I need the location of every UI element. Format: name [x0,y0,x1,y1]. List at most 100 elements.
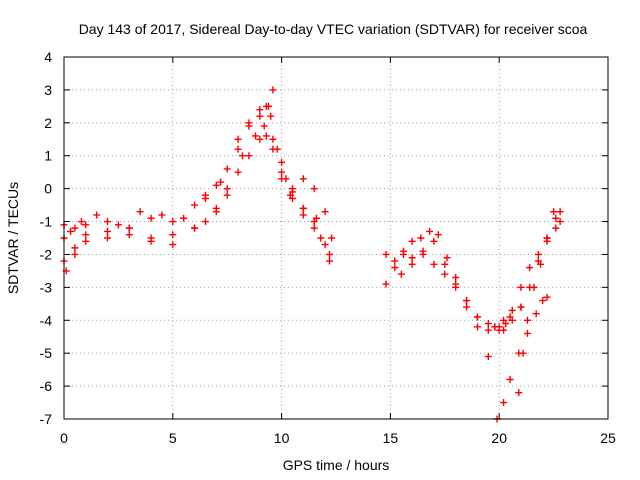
data-point [180,214,188,222]
data-point [104,234,112,242]
data-point [408,260,416,268]
y-tick-label: -7 [40,411,53,427]
y-tick-label: -1 [40,214,53,230]
data-point [325,250,333,258]
data-point [147,214,155,222]
data-point [299,211,307,219]
data-point [508,306,516,314]
x-tick-label: 15 [383,430,399,446]
chart-title: Day 143 of 2017, Sidereal Day-to-day VTE… [79,21,588,37]
data-point [552,224,560,232]
data-point [234,168,242,176]
data-point [500,399,508,407]
x-axis-label: GPS time / hours [283,457,390,473]
data-point [417,234,425,242]
data-point [530,283,538,291]
data-point [397,270,405,278]
data-point [452,273,460,281]
y-tick-label: 4 [44,49,52,65]
data-point [391,257,399,265]
data-point [441,270,449,278]
data-point [251,132,259,140]
data-point [245,119,253,127]
y-tick-label: -2 [40,246,53,262]
data-point [299,175,307,183]
data-point [552,214,560,222]
plot-frame [63,56,609,420]
data-point [523,316,531,324]
data-point [125,224,133,232]
x-tick-label: 10 [274,430,290,446]
data-point [286,191,294,199]
data-point [238,152,246,160]
data-point [426,227,434,235]
grid [64,57,608,419]
data-point [382,280,390,288]
data-point [71,224,79,232]
x-tick-label: 25 [600,430,616,446]
y-tick-label: 1 [44,148,52,164]
series [60,86,336,242]
data-point [71,244,79,252]
data-point [537,260,545,268]
y-tick-label: 3 [44,82,52,98]
data-point [502,320,510,328]
data-point [278,158,286,166]
data-point [310,224,318,232]
series [515,208,558,397]
data-point [491,323,499,331]
data-point [321,208,329,216]
data-point [419,250,427,258]
series [493,293,551,423]
data-point [82,221,90,229]
data-point [114,221,122,229]
data-point [484,326,492,334]
data-point [278,168,286,176]
data-point [484,352,492,360]
series [495,208,564,334]
data-point [399,250,407,258]
data-point [317,234,325,242]
data-point [506,376,514,384]
data-marks [60,86,564,423]
data-point [223,191,231,199]
data-point [443,254,451,262]
x-tick-label: 5 [169,430,177,446]
data-point [71,250,79,258]
data-point [532,310,540,318]
data-point [93,211,101,219]
data-point [508,316,516,324]
series [60,132,329,265]
data-point [484,320,492,328]
data-point [430,237,438,245]
data-point [217,178,225,186]
data-point [169,241,177,249]
data-point [550,208,558,216]
data-point [517,303,525,311]
data-point [434,231,442,239]
data-point [430,260,438,268]
series [491,218,564,334]
x-tick-label: 20 [491,430,507,446]
data-point [523,329,531,337]
data-point [473,313,481,321]
data-point [245,152,253,160]
data-point [212,208,220,216]
data-point [158,211,166,219]
data-point [201,218,209,226]
data-point [223,185,231,193]
data-point [169,218,177,226]
series [60,102,333,265]
y-tick-label: 2 [44,115,52,131]
data-point [463,297,471,305]
data-point [104,227,112,235]
data-point [82,237,90,245]
series [382,227,508,331]
data-point [267,112,275,120]
y-tick-label: -3 [40,279,53,295]
data-point [136,208,144,216]
x-tick-label: 0 [60,430,68,446]
data-point [312,214,320,222]
